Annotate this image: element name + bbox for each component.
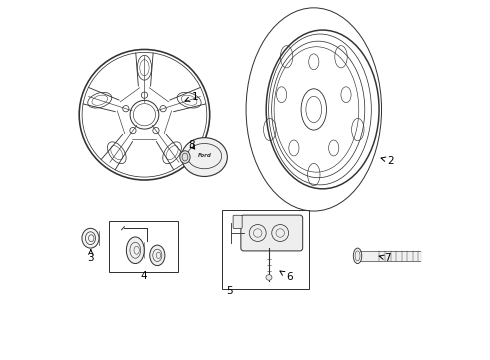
- Ellipse shape: [423, 250, 429, 261]
- Text: Ford: Ford: [197, 153, 211, 158]
- Ellipse shape: [266, 275, 272, 280]
- FancyBboxPatch shape: [233, 215, 242, 229]
- Text: 1: 1: [185, 92, 198, 102]
- Text: 5: 5: [226, 286, 232, 296]
- Bar: [222, 210, 309, 289]
- Text: 3: 3: [88, 250, 94, 263]
- Ellipse shape: [82, 228, 99, 248]
- Text: 4: 4: [141, 271, 147, 281]
- Text: 8: 8: [188, 140, 195, 150]
- Ellipse shape: [353, 248, 362, 264]
- Bar: [109, 221, 178, 272]
- FancyBboxPatch shape: [241, 215, 303, 251]
- Ellipse shape: [150, 245, 165, 266]
- Text: 7: 7: [379, 253, 391, 263]
- Text: 6: 6: [280, 271, 293, 282]
- Ellipse shape: [181, 138, 227, 176]
- Ellipse shape: [126, 237, 144, 264]
- Ellipse shape: [180, 151, 190, 163]
- Text: 2: 2: [381, 156, 394, 166]
